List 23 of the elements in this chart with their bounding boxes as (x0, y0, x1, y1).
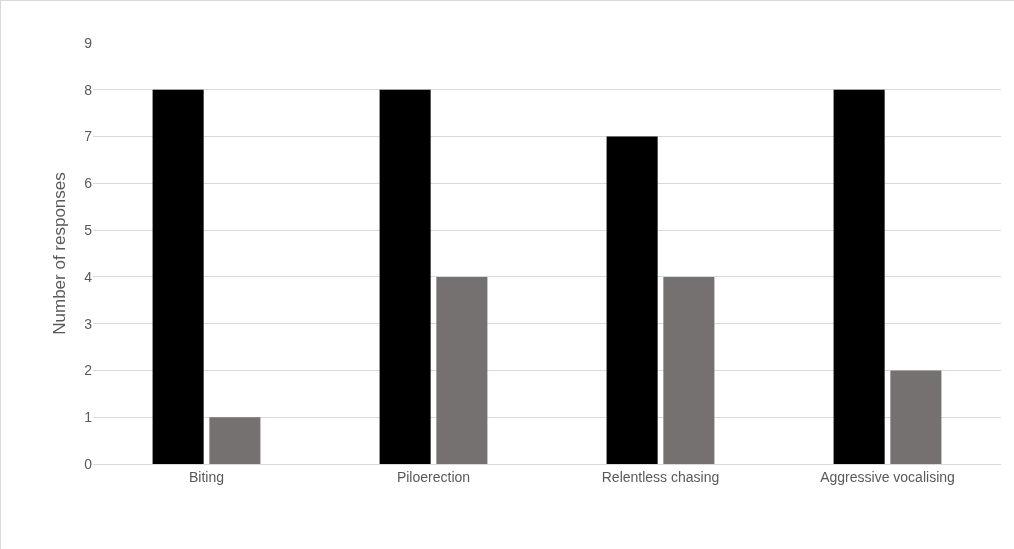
x-tick-label: Relentless chasing (601, 468, 720, 485)
y-tick-label: 5 (84, 222, 93, 239)
y-tick-label: 7 (84, 128, 93, 145)
bar (152, 89, 204, 464)
bar (663, 276, 715, 464)
bar (379, 89, 431, 464)
y-tick-label: 8 (84, 81, 93, 98)
y-tick-label: 4 (84, 268, 93, 285)
y-tick-label: 9 (84, 34, 93, 51)
x-tick-label: Aggressive vocalising (820, 468, 955, 485)
y-tick-label: 2 (84, 362, 93, 379)
bar (606, 136, 658, 464)
y-tick-label: 6 (84, 175, 93, 192)
y-tick-label: 0 (84, 455, 93, 472)
bar (890, 370, 942, 464)
bar (436, 276, 488, 464)
x-tick-label: Biting (188, 468, 225, 485)
x-tick-label: Piloerection (396, 468, 471, 485)
y-tick-label: 3 (84, 315, 93, 332)
bar (209, 417, 261, 464)
y-tick-label: 1 (84, 409, 93, 426)
bar (833, 89, 885, 464)
y-axis-title: Number of responses (49, 172, 69, 335)
